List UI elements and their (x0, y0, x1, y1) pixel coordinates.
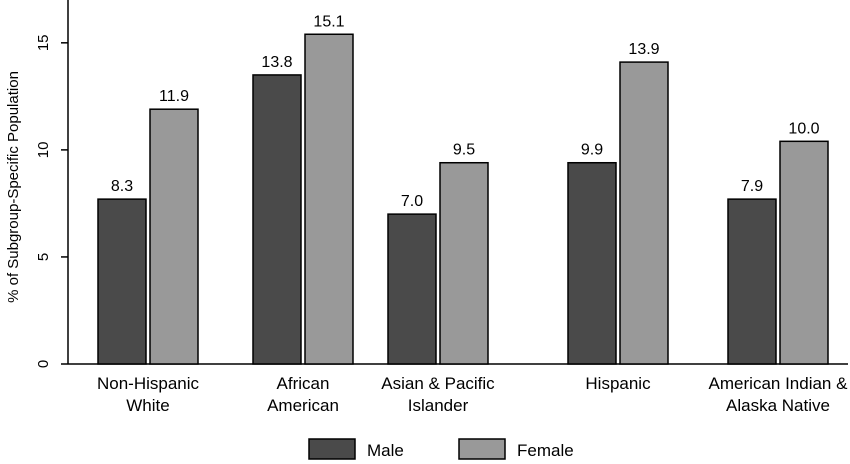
legend-label-female: Female (517, 441, 574, 460)
y-tick-label: 10 (35, 142, 52, 159)
legend: Male Female (308, 438, 574, 460)
bar-value-label: 10.0 (788, 120, 819, 137)
y-axis-title: % of Subgroup-Specific Population (5, 71, 22, 303)
category-label: African American (267, 374, 339, 415)
bar-value-labels: 8.3 11.9 13.8 15.1 7.0 9.5 9.9 13.9 7.9 10.0 (111, 13, 820, 210)
legend-swatch-male (308, 438, 356, 460)
y-tick-label: 5 (35, 253, 52, 261)
y-tick-label: 15 (35, 34, 52, 51)
bar-value-label: 8.3 (111, 178, 133, 195)
category-label: Hispanic (585, 374, 651, 393)
legend-swatch-female (458, 438, 506, 460)
bar-male (727, 198, 777, 365)
bar-value-label: 9.5 (453, 142, 475, 159)
category-label: Non-Hispanic White (97, 374, 200, 415)
category-label: Asian & Pacific Islander (381, 374, 495, 415)
bar-value-label: 13.9 (628, 41, 659, 58)
bar-value-label: 11.9 (159, 88, 189, 105)
bar-female (304, 33, 354, 365)
bar-female (779, 140, 829, 365)
bar-value-label: 7.0 (401, 193, 423, 210)
bar-male (567, 161, 617, 365)
y-tick-label: 0 (35, 360, 52, 368)
bar-male (387, 213, 437, 365)
bar-male (252, 74, 302, 365)
bar-male (97, 198, 147, 365)
bar-female (619, 61, 669, 365)
category-label: American Indian & Alaska Native (709, 374, 849, 415)
legend-label-male: Male (367, 441, 404, 460)
category-labels: Non-Hispanic White African American Asian & … (97, 374, 848, 415)
bar-value-label: 9.9 (581, 142, 603, 159)
bar-female (439, 161, 489, 365)
bar-value-label: 7.9 (741, 178, 763, 195)
bar-value-label: 15.1 (313, 13, 344, 30)
bar-value-label: 13.8 (261, 54, 292, 71)
bar-female (149, 108, 199, 365)
bars (97, 33, 829, 365)
